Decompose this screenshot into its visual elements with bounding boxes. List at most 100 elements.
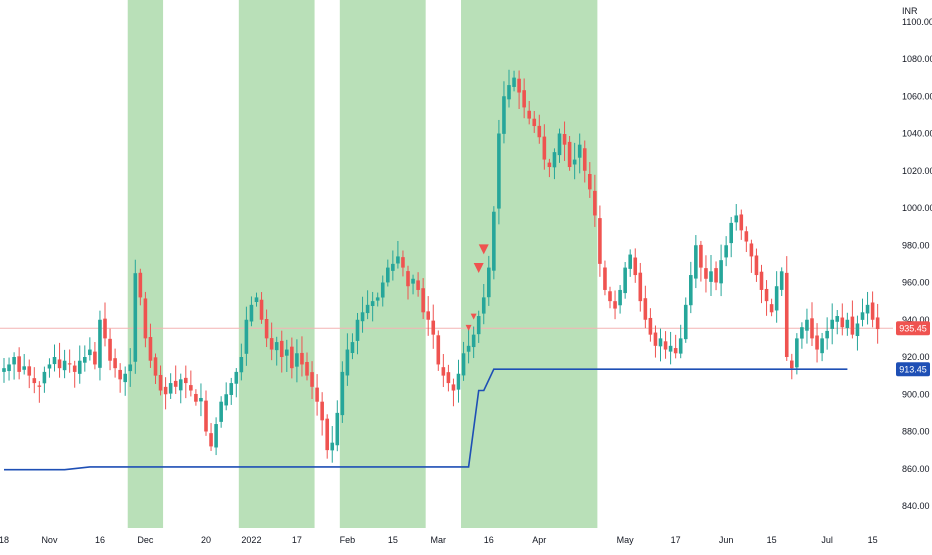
candle [189,370,193,397]
candle-body [153,357,158,376]
candle-body [365,304,370,314]
candle-body [623,267,627,294]
candle-body [739,214,744,231]
candle [628,249,632,277]
candle-body [774,286,779,311]
x-tick-label: Mar [431,535,447,545]
candle [436,330,441,371]
candle [269,322,274,361]
candle-body [254,297,259,303]
candle-body [749,243,754,257]
candle-body [441,367,446,376]
candle [790,353,794,380]
candle [481,283,486,325]
candle [810,302,814,347]
candle [57,342,62,378]
candle-body [274,342,279,351]
candle-body [93,351,97,365]
candle-body [67,363,72,365]
candle-body [244,319,249,354]
candle [350,333,355,360]
candle-body [481,297,486,314]
candle-body [754,255,759,276]
candle-body [62,360,67,371]
candle [386,259,390,287]
candle-body [850,316,855,335]
candle [380,275,385,307]
candle [497,119,501,225]
candle-body [57,359,62,369]
candle-body [2,368,6,372]
candle [754,248,759,282]
candle-body [148,336,153,361]
candle [653,325,658,358]
candle-body [229,383,234,395]
last-price-label: 935.45 [899,324,927,334]
candle [113,348,117,378]
candle-body [446,372,451,384]
sell-marker [470,313,477,320]
support-line [4,368,848,471]
candle [471,326,476,359]
candle-body [320,401,324,421]
candle-body [77,360,82,374]
candle-body [411,278,415,284]
candle-body [370,301,375,307]
candle [98,310,102,381]
candle-body [658,338,663,347]
candle [83,345,87,372]
candle [744,226,749,253]
candle [7,357,11,381]
candle [370,291,375,322]
candle-body [259,299,264,320]
candle-body [239,357,244,373]
candle-body [673,348,678,354]
candle [527,101,531,125]
candle [487,255,491,306]
candle-body [709,271,713,282]
candle-body [471,334,476,348]
candle [128,348,133,387]
candle-body [325,418,329,451]
y-tick-label: 940.00 [902,315,930,325]
x-axis[interactable]: 18 Nov 16 Dec 20 2022 17 Feb 15 Mar 16 Apr May 17 Jun 1… [0,535,878,545]
last-price-badge [896,321,930,336]
candle-body [138,272,143,298]
candle [77,345,82,384]
candle-body [264,319,269,339]
candle-body [360,312,365,322]
candle [719,244,723,297]
candle-body [350,342,355,354]
candle [739,209,744,240]
candle-body [234,371,239,384]
candle-body [199,397,203,402]
candle-body [27,366,32,376]
candle [67,349,72,373]
y-axis[interactable]: INR 840.00 860.00 880.00 900.00 920.00 940.00… [902,6,932,511]
candle [199,383,203,417]
candle [178,373,183,404]
candle [805,308,809,344]
y-tick-label: 980.00 [902,240,930,250]
candle-body [143,298,148,339]
candle [542,124,547,170]
candle-body [209,433,213,447]
candle-body [784,272,789,357]
candle-body [436,335,441,365]
candle-body [552,152,557,168]
candle-body [653,332,658,346]
candle-body [345,349,350,376]
candle [285,339,289,373]
candle-body [598,218,602,264]
candle [295,339,299,383]
candle-body [860,312,865,320]
candle [724,236,728,267]
candle-body [476,316,481,335]
candle [618,285,622,314]
y-tick-label: 1000.00 [902,203,932,213]
candle [360,296,365,333]
candle-body [815,335,819,350]
candle [855,315,860,351]
